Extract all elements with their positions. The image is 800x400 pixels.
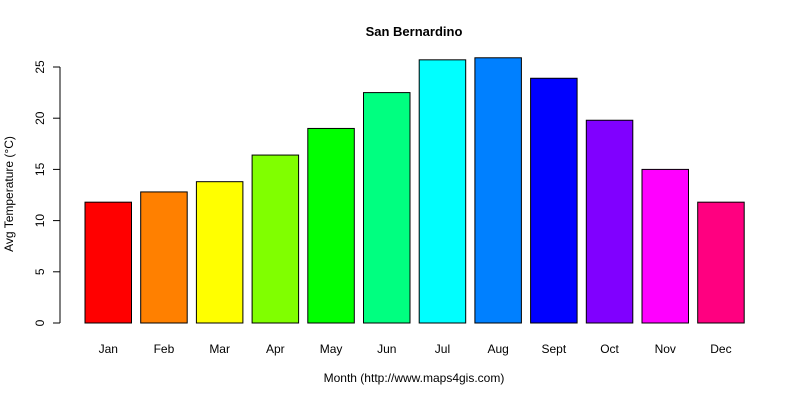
x-tick-label: Mar [209, 342, 230, 356]
y-axis-label: Avg Temperature (°C) [2, 136, 16, 252]
bar-oct [585, 119, 634, 324]
x-tick-label: Jul [435, 342, 450, 356]
bar-nov [641, 168, 689, 324]
x-axis-label: Month (http://www.maps4gis.com) [324, 371, 505, 385]
bar-jul [418, 59, 467, 324]
x-tick-label: Feb [154, 342, 175, 356]
y-tick-label: 10 [33, 214, 47, 228]
bar-mar [195, 181, 244, 324]
x-axis-ticks: Jan Feb Mar Apr May Jun Jul Aug Sept Oct Nov Dec [99, 342, 732, 356]
bars-group [84, 57, 745, 324]
x-tick-label: Sept [542, 342, 567, 356]
bar-jun [363, 92, 411, 324]
x-tick-label: Apr [266, 342, 285, 356]
bar-sept [530, 77, 578, 324]
x-tick-label: Aug [487, 342, 508, 356]
chart-title: San Bernardino [366, 24, 463, 39]
x-tick-label: Nov [655, 342, 676, 356]
x-tick-label: Jan [99, 342, 118, 356]
y-tick-label: 20 [33, 111, 47, 125]
x-tick-label: Jun [377, 342, 396, 356]
bar-jan [84, 201, 132, 324]
bar-may [307, 127, 355, 324]
bar-feb [140, 191, 188, 324]
x-tick-label: Dec [710, 342, 731, 356]
y-tick-label: 15 [33, 162, 47, 176]
y-tick-label: 5 [33, 268, 47, 275]
x-tick-label: May [320, 342, 343, 356]
bar-apr [251, 154, 300, 324]
y-tick-label: 0 [33, 319, 47, 326]
bar-aug [474, 57, 522, 324]
bar-dec [697, 201, 745, 324]
y-tick-label: 25 [33, 60, 47, 74]
y-axis: 0 5 10 15 20 25 [33, 60, 61, 326]
x-tick-label: Oct [600, 342, 619, 356]
